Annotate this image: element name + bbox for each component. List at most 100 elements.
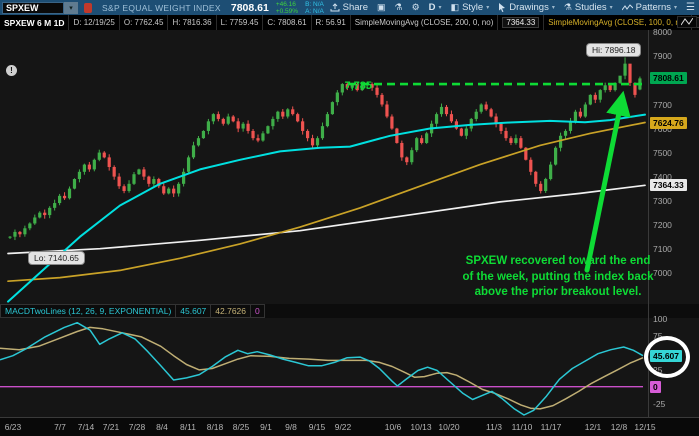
low-price-bubble: Lo: 7140.65 bbox=[28, 251, 85, 265]
symbol-input[interactable] bbox=[2, 1, 64, 14]
patterns-button[interactable]: Patterns ▾ bbox=[621, 2, 678, 13]
change-value: +46.16 bbox=[275, 0, 296, 8]
price-tick: 7000 bbox=[653, 267, 672, 278]
last-price: 7808.61 bbox=[230, 1, 269, 14]
bid-ask: B: N/A A: N/A bbox=[305, 1, 324, 15]
macd-value-badge: 45.607 bbox=[650, 349, 682, 362]
symbol-dropdown-button[interactable]: ▾ bbox=[64, 1, 78, 14]
last-price-badge: 7808.61 bbox=[650, 72, 687, 85]
menu-icon[interactable]: ☰ bbox=[686, 2, 695, 13]
info-icon[interactable]: ! bbox=[6, 65, 17, 76]
ohlc-range: R: 56.91 bbox=[312, 15, 351, 30]
style-button[interactable]: ◧ Style ▾ bbox=[450, 2, 490, 13]
drawing-tool-icon[interactable] bbox=[677, 16, 697, 28]
date-tick: 12/8 bbox=[610, 422, 628, 432]
macd-zero-value: 0 bbox=[251, 304, 265, 318]
sma200-label[interactable]: SimpleMovingAvg (CLOSE, 200, 0, no) bbox=[351, 15, 499, 30]
bid-value: B: N/A bbox=[305, 0, 324, 8]
toolbar-actions: Share ▣ ⚗ ⚙ D ▾ ◧ Style ▾ Drawings ▾ bbox=[330, 2, 699, 13]
link-status-icon[interactable] bbox=[84, 2, 92, 13]
chevron-down-icon: ▾ bbox=[438, 5, 442, 11]
date-tick: 8/25 bbox=[232, 422, 250, 432]
gear-icon[interactable]: ⚙ bbox=[411, 2, 420, 12]
drawings-button[interactable]: Drawings ▾ bbox=[498, 2, 555, 13]
chevron-down-icon: ▾ bbox=[69, 4, 73, 12]
date-tick: 9/1 bbox=[260, 422, 272, 432]
ohlc-open: O: 7762.45 bbox=[120, 15, 169, 30]
cursor-icon bbox=[498, 3, 506, 12]
high-price-bubble: Hi: 7896.18 bbox=[586, 43, 642, 57]
date-tick: 10/6 bbox=[384, 422, 402, 432]
ohlc-date: D: 12/19/25 bbox=[69, 15, 120, 30]
date-tick: 7/21 bbox=[102, 422, 120, 432]
date-tick: 10/13 bbox=[410, 422, 432, 432]
price-change: +46.16 +0.59% bbox=[276, 1, 298, 15]
macd-panel[interactable] bbox=[0, 318, 699, 417]
timeframe-button[interactable]: D ▾ bbox=[428, 2, 442, 13]
date-tick: 7/28 bbox=[128, 422, 146, 432]
sma200-value: 7364.33 bbox=[502, 17, 540, 28]
date-tick: 9/22 bbox=[334, 422, 352, 432]
price-tick: 7700 bbox=[653, 99, 672, 110]
ohlc-close: C: 7808.61 bbox=[263, 15, 312, 30]
ohlc-high: H: 7816.36 bbox=[168, 15, 217, 30]
macd-value: 45.607 bbox=[176, 304, 212, 318]
price-tick: 7900 bbox=[653, 51, 672, 62]
studies-button[interactable]: ⚗ Studies ▾ bbox=[563, 2, 613, 13]
flask-icon: ⚗ bbox=[563, 2, 572, 12]
date-tick: 11/3 bbox=[486, 422, 502, 432]
date-tick: 8/4 bbox=[156, 422, 168, 432]
share-button[interactable]: Share bbox=[330, 2, 368, 13]
date-tick: 11/10 bbox=[511, 422, 533, 432]
date-tick: 9/8 bbox=[285, 422, 297, 432]
price-tick: 7200 bbox=[653, 219, 672, 230]
date-tick: 6/23 bbox=[4, 422, 22, 432]
breakout-level-label: 7,785 bbox=[344, 80, 372, 92]
sma100-badge: 7624.76 bbox=[650, 116, 687, 129]
macd-signal-value: 42.7626 bbox=[211, 304, 252, 318]
date-axis[interactable]: 6/23 7/7 7/14 7/21 7/28 8/4 8/11 8/18 8/25 9/1 9/8… bbox=[0, 417, 699, 436]
analyst-note: SPXEW recovered toward the end of the we… bbox=[462, 255, 654, 298]
chart-title: SPXEW 6 M 1D bbox=[0, 15, 70, 30]
price-chart-canvas[interactable] bbox=[0, 30, 648, 304]
price-tick: 7500 bbox=[653, 147, 672, 158]
macd-legend-row: MACDTwoLines (12, 26, 9, EXPONENTIAL) 45… bbox=[0, 304, 699, 318]
sma200-badge: 7364.33 bbox=[650, 179, 687, 192]
date-tick: 12/1 bbox=[584, 422, 602, 432]
date-tick: 8/18 bbox=[206, 422, 224, 432]
macd-tick: 100 bbox=[653, 314, 668, 325]
date-tick: 11/17 bbox=[540, 422, 562, 432]
macd-chart-canvas[interactable] bbox=[0, 318, 648, 417]
symbol-description: S&P EQUAL WEIGHT INDEX bbox=[102, 2, 221, 13]
chevron-down-icon: ▾ bbox=[551, 5, 555, 11]
macd-zero-badge: 0 bbox=[650, 380, 661, 393]
date-tick: 7/7 bbox=[54, 422, 66, 432]
date-tick: 7/14 bbox=[77, 422, 95, 432]
flask-icon[interactable]: ⚗ bbox=[394, 2, 403, 12]
price-tick: 7300 bbox=[653, 195, 672, 206]
share-icon bbox=[330, 3, 340, 12]
chart-legend-row: SPXEW 6 M 1D D: 12/19/25 O: 7762.45 H: 7… bbox=[0, 15, 699, 30]
patterns-icon bbox=[621, 3, 633, 12]
chevron-down-icon: ▾ bbox=[674, 5, 678, 11]
macd-study-label[interactable]: MACDTwoLines (12, 26, 9, EXPONENTIAL) bbox=[0, 304, 177, 318]
main-chart[interactable]: ! 7,785 Hi: 7896.18 Lo: 7140.65 SPXEW re… bbox=[0, 30, 699, 304]
ask-value: A: N/A bbox=[305, 7, 324, 15]
calendar-icon[interactable]: ▣ bbox=[377, 2, 386, 12]
axis-divider bbox=[648, 30, 649, 417]
date-tick: 8/11 bbox=[180, 422, 196, 432]
date-tick: 10/20 bbox=[438, 422, 460, 432]
chevron-down-icon: ▾ bbox=[609, 5, 613, 11]
price-tick: 8000 bbox=[653, 27, 672, 38]
ohlc-low: L: 7759.45 bbox=[217, 15, 264, 30]
price-tick: 7400 bbox=[653, 171, 672, 182]
change-percent: +0.59% bbox=[275, 7, 299, 15]
price-tick: 7100 bbox=[653, 243, 672, 254]
circle-highlight bbox=[644, 336, 690, 378]
style-icon: ◧ bbox=[450, 2, 460, 12]
symbol-box: ▾ bbox=[2, 1, 78, 14]
date-tick: 12/15 bbox=[634, 422, 656, 432]
chevron-down-icon: ▾ bbox=[486, 5, 490, 11]
date-tick: 9/15 bbox=[308, 422, 326, 432]
